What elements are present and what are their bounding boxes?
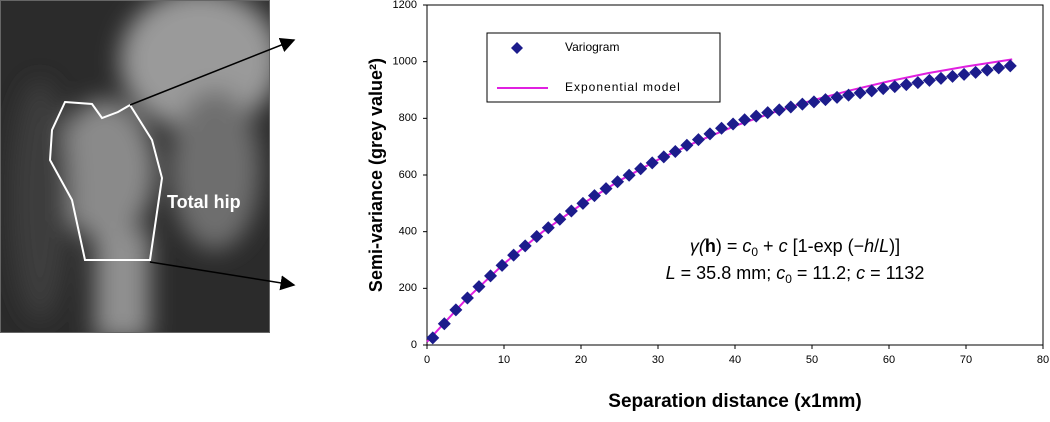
image-border bbox=[0, 0, 270, 333]
data-point bbox=[957, 67, 971, 81]
data-point bbox=[587, 189, 601, 203]
y-tick-label: 0 bbox=[411, 339, 417, 351]
data-point bbox=[518, 239, 532, 253]
data-point bbox=[426, 331, 440, 345]
image-label: Total hip bbox=[167, 192, 241, 212]
data-point bbox=[703, 127, 717, 141]
data-point bbox=[784, 100, 798, 114]
y-tick-label: 800 bbox=[399, 112, 417, 124]
x-tick-label: 30 bbox=[652, 354, 664, 366]
data-point bbox=[922, 73, 936, 87]
y-tick-label: 200 bbox=[399, 282, 417, 294]
y-tick-label: 1000 bbox=[393, 56, 417, 68]
xray-image bbox=[0, 0, 270, 333]
y-tick-label: 1200 bbox=[393, 0, 417, 11]
x-tick-label: 80 bbox=[1037, 354, 1049, 366]
arrow bbox=[149, 261, 296, 291]
data-point bbox=[564, 204, 578, 218]
data-point bbox=[576, 196, 590, 210]
y-axis-label: Semi-variance (grey value²) bbox=[366, 58, 386, 292]
x-tick-label: 10 bbox=[498, 354, 510, 366]
data-point bbox=[726, 117, 740, 131]
data-point bbox=[691, 133, 705, 147]
y-tick-label: 400 bbox=[399, 226, 417, 238]
data-point bbox=[865, 84, 879, 98]
data-point bbox=[507, 248, 521, 262]
data-point bbox=[876, 82, 890, 96]
x-axis-label: Separation distance (x1mm) bbox=[608, 391, 861, 412]
arrow bbox=[129, 38, 296, 106]
data-point bbox=[541, 221, 555, 235]
data-point bbox=[449, 303, 463, 317]
data-point bbox=[738, 113, 752, 127]
legend-box bbox=[486, 32, 721, 103]
x-tick-label: 40 bbox=[729, 354, 741, 366]
data-point bbox=[899, 78, 913, 92]
data-point bbox=[657, 150, 671, 164]
y-tick-label: 600 bbox=[399, 169, 417, 181]
data-point bbox=[634, 162, 648, 176]
data-point bbox=[437, 317, 451, 331]
data-point bbox=[484, 269, 498, 283]
annotation: γ(h) = c0 + c [1-exp (−h/L)] bbox=[690, 236, 900, 259]
data-point bbox=[911, 76, 925, 90]
x-tick-label: 70 bbox=[960, 354, 972, 366]
data-point bbox=[668, 144, 682, 158]
data-point bbox=[715, 121, 729, 135]
data-point bbox=[807, 95, 821, 109]
data-point bbox=[842, 88, 856, 102]
legend: Variogram Exponential model bbox=[486, 32, 721, 103]
annotation: L = 35.8 mm; c0 = 11.2; c = 1132 bbox=[666, 263, 925, 286]
data-point bbox=[645, 156, 659, 170]
data-point bbox=[749, 109, 763, 123]
x-tick-label: 0 bbox=[424, 354, 430, 366]
data-point bbox=[460, 291, 474, 305]
data-point bbox=[969, 65, 983, 79]
x-tick-label: 60 bbox=[883, 354, 895, 366]
data-point bbox=[622, 168, 636, 182]
data-point bbox=[599, 182, 613, 196]
data-point bbox=[553, 212, 567, 226]
data-point bbox=[853, 86, 867, 100]
data-point bbox=[980, 63, 994, 77]
data-point bbox=[830, 90, 844, 104]
data-point bbox=[934, 71, 948, 85]
x-tick-label: 20 bbox=[575, 354, 587, 366]
legend-label: Exponential model bbox=[565, 80, 681, 94]
data-point bbox=[818, 93, 832, 107]
data-point bbox=[795, 97, 809, 111]
data-point bbox=[611, 175, 625, 189]
data-point bbox=[680, 138, 694, 152]
legend-marker bbox=[511, 42, 523, 54]
data-point bbox=[1003, 59, 1017, 73]
data-point bbox=[888, 80, 902, 94]
data-point bbox=[946, 69, 960, 83]
data-point bbox=[992, 61, 1006, 75]
x-tick-label: 50 bbox=[806, 354, 818, 366]
data-point bbox=[772, 103, 786, 117]
legend-label: Variogram bbox=[565, 40, 619, 54]
data-point bbox=[495, 258, 509, 272]
data-point bbox=[530, 229, 544, 243]
data-point bbox=[472, 280, 486, 294]
roi-outline bbox=[48, 100, 164, 261]
data-point bbox=[761, 106, 775, 120]
